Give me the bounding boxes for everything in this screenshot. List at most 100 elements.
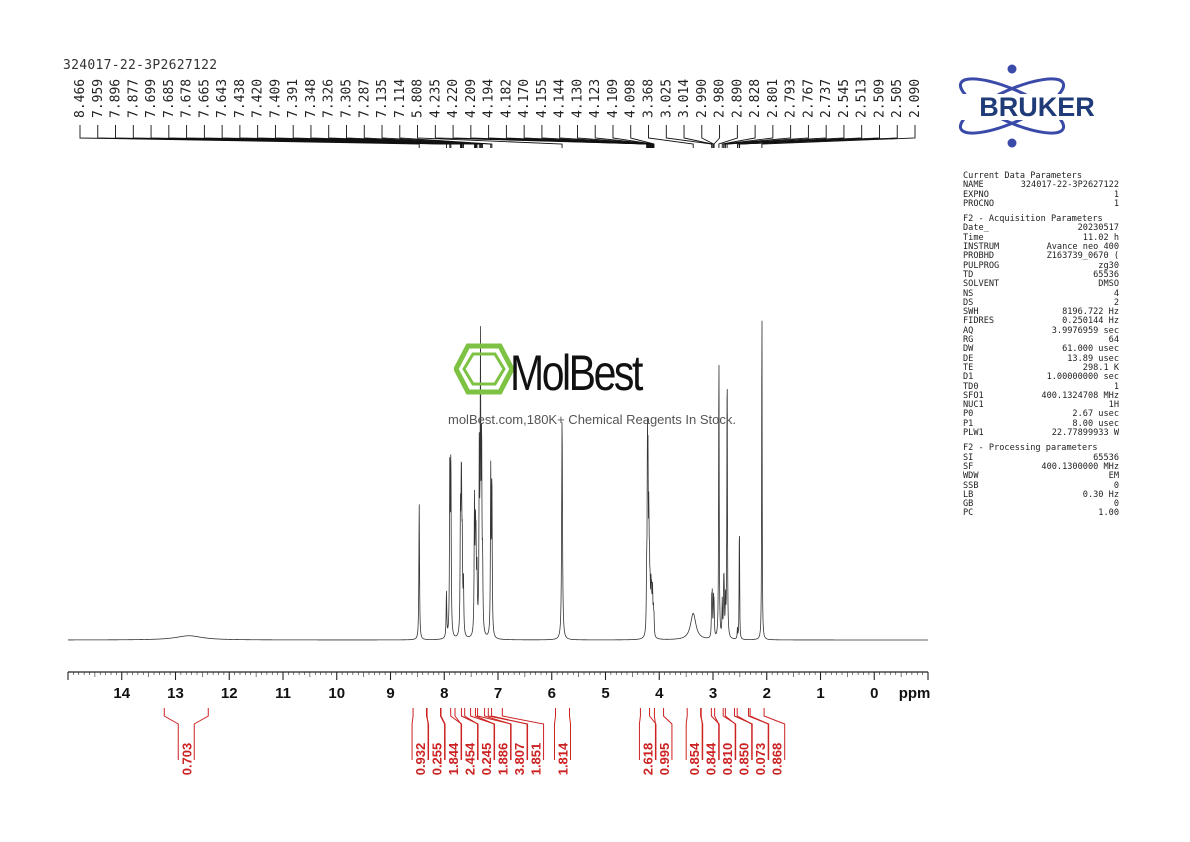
peak-label-connector [738,125,880,148]
param-key: FIDRES [963,316,995,327]
atom-orbit-icon [958,64,1066,148]
peak-label: 7.959 [91,79,106,118]
integral-value: 0.854 [687,742,702,775]
current-params-heading: Current Data Parameters [963,171,1082,181]
param-key: PC [963,508,974,519]
param-row: TD0 1 [963,382,1119,392]
peak-label: 2.980 [713,79,728,118]
integral-value: 0.850 [737,743,752,776]
param-value: 13.89 usec [1067,353,1119,364]
param-key: P0 [963,409,974,420]
param-key: LB [963,489,974,500]
peak-label-connector [594,125,654,148]
peak-label: 2.737 [819,79,834,118]
peak-label: 4.123 [588,79,603,118]
axis-tick-label: 14 [113,685,130,702]
peak-label-connector [150,125,461,148]
param-row: NUC1 1H [963,400,1119,410]
param-value: DMSO [1098,279,1119,290]
axis-tick-label: 11 [275,685,291,702]
param-value: 4 [1113,288,1119,299]
peak-label: 2.513 [855,79,870,118]
param-value: 22.77899933 W [1051,428,1119,439]
peak-label-connector [221,125,464,148]
param-key: P1 [963,418,974,429]
param-row: INSTRUM Avance neo 400 [963,242,1119,252]
peak-label-connector [683,125,713,148]
axis-tick-label: 2 [763,685,771,702]
peak-label-connector [713,125,721,148]
param-key: PLW1 [963,428,984,439]
peak-label: 2.545 [837,79,852,118]
peak-label: 7.135 [375,79,390,118]
peak-label-connector [523,125,651,148]
peak-label-connector [739,125,898,148]
processing-params-rows: SI 65536 SF 400.1300000 MHz WDW EM SSB 0 LB 0.30 … [963,453,1119,519]
peak-label-connector [761,125,916,148]
peak-label: 2.767 [801,79,816,118]
integral-bracket [749,708,786,760]
param-key: Date_ [963,223,989,234]
param-value: 11.02 h [1082,232,1119,243]
param-value: 20230517 [1077,223,1119,234]
acquisition-params-heading: F2 - Acquisition Parameters [963,214,1103,225]
peak-label: 7.685 [162,79,177,118]
param-row: EXPNO 1 [963,190,1119,200]
peak-label: 7.665 [197,79,212,118]
param-row: P0 2.67 usec [963,409,1119,420]
axis-tick-label: 3 [709,685,717,702]
param-value: 0 [1113,480,1119,491]
peak-label: 2.801 [766,79,781,118]
peak-label: 7.877 [126,79,141,118]
bruker-wordmark: BRUKER [979,92,1095,122]
peak-label-connector [559,125,652,148]
peak-label: 2.793 [784,79,799,118]
param-value: 400.1324708 MHz [1041,390,1119,401]
param-key: SFO1 [963,390,984,401]
param-row: NAME 324017-22-3P2627122 [963,180,1119,190]
param-value: EM [1108,471,1119,482]
bruker-logo: BRUKER [955,62,1120,157]
peak-label-group: 8.466 7.959 7.896 7.877 7.699 7.685 7.678 7.665… [73,79,923,148]
param-key: PROCNO [963,198,995,209]
peak-label-connector [726,125,827,148]
peak-label-connector [328,125,481,148]
param-key: PROBHD [963,251,995,262]
peak-label: 7.287 [357,79,372,118]
processing-params: F2 - Processing parameters SI 65536 SF 400.… [963,444,1119,519]
peak-label-connector [257,125,476,148]
param-value: 3.9976959 sec [1051,325,1119,336]
param-key: DE [963,353,974,364]
peak-label: 7.348 [304,79,319,118]
param-row: PLW1 22.77899933 W [963,428,1119,439]
peak-label-connector [488,125,650,148]
integral-bracket [163,708,209,760]
param-key: DW [963,344,974,355]
peak-label-connector [723,125,792,148]
electron-top [1007,64,1017,74]
param-row: TE 298.1 K [963,363,1119,373]
current-params-rows: NAME 324017-22-3P2627122 EXPNO 1 PROCNO 1 [963,180,1119,209]
peak-label: 7.409 [268,79,283,118]
peak-label: 7.305 [339,79,354,118]
param-row: PROCNO 1 [963,198,1119,209]
peak-label: 3.014 [677,79,692,118]
param-key: GB [963,499,974,510]
param-key: SOLVENT [963,279,1000,290]
param-row: SI 65536 [963,453,1119,463]
integral-value: 2.618 [640,743,655,776]
peak-label-connector [203,125,463,148]
spectrum-trace [68,320,928,641]
integral-bracket [487,708,545,760]
axis-tick-label: 6 [548,685,556,702]
param-value: Z163739_0670 ( [1046,251,1119,262]
integral-value: 0.810 [720,743,735,776]
integral-value: 0.868 [770,743,785,776]
param-value: zg30 [1098,260,1119,271]
integral-group: 0.703 0.932 0.255 1.844 2.454 0.245 1.886 3.807… [163,708,786,776]
param-key: TD [963,269,974,280]
param-row: SOLVENT DMSO [963,279,1119,290]
integral-value: 0.703 [179,743,194,776]
peak-label: 7.438 [233,79,248,118]
peak-label-connector [434,125,648,148]
